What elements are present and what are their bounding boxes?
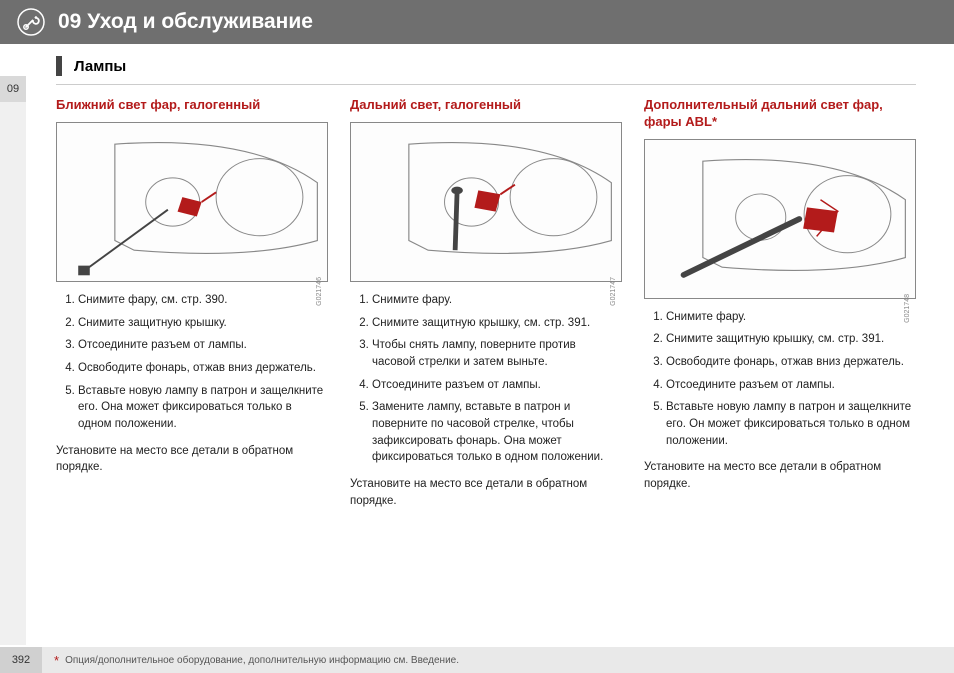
step-item: Вставьте новую лампу в патрон и защелкни… [78, 383, 328, 433]
tail-note: Установите на место все детали в обратно… [350, 476, 622, 509]
tail-note: Установите на место все детали в обратно… [644, 459, 916, 492]
section-rule [56, 84, 916, 85]
section-accent-bar [56, 56, 62, 76]
step-item: Вставьте новую лампу в патрон и защелкни… [666, 399, 916, 449]
chapter-number: 09 [58, 10, 81, 33]
column-aux-beam: Дополнительный дальний свет фар, фары AB… [644, 97, 916, 509]
steps-list: Снимите фару. Снимите защитную крышку, с… [644, 309, 916, 450]
figure-high-beam: G021747 [350, 122, 622, 282]
side-tab-chapter: 09 [0, 76, 26, 102]
step-item: Снимите фару. [666, 309, 916, 326]
figure-aux-beam: G021748 [644, 139, 916, 299]
column-title: Ближний свет фар, галогенный [56, 97, 328, 114]
step-item: Снимите защитную крышку, см. стр. 391. [666, 331, 916, 348]
footnote-text: Опция/дополнительное оборудование, допол… [65, 655, 459, 666]
step-item: Замените лампу, вставьте в патрон и пове… [372, 399, 622, 466]
diagram-high-beam [351, 123, 621, 281]
figure-code: G021746 [316, 277, 323, 306]
content-columns: Ближний свет фар, галогенный G021746 Сни… [56, 97, 916, 509]
step-item: Снимите защитную крышку. [78, 315, 328, 332]
step-item: Освободите фонарь, отжав вниз держатель. [78, 360, 328, 377]
page-footer: 392 * Опция/дополнительное оборудование,… [0, 647, 954, 673]
column-title: Дополнительный дальний свет фар, фары AB… [644, 97, 916, 131]
footnote-star-icon: * [54, 653, 59, 668]
figure-code: G021748 [904, 294, 911, 323]
figure-code: G021747 [610, 277, 617, 306]
step-item: Снимите защитную крышку, см. стр. 391. [372, 315, 622, 332]
chapter-title: 09 Уход и обслуживание [58, 10, 313, 34]
section-title: Лампы [74, 58, 126, 75]
wrench-icon [16, 7, 46, 37]
chapter-name: Уход и обслуживание [87, 10, 313, 33]
step-item: Освободите фонарь, отжав вниз держатель. [666, 354, 916, 371]
steps-list: Снимите фару. Снимите защитную крышку, с… [350, 292, 622, 466]
page-header: 09 Уход и обслуживание [0, 0, 954, 44]
column-title: Дальний свет, галогенный [350, 97, 622, 114]
page-number: 392 [0, 647, 42, 673]
step-item: Отсоедините разъем от лампы. [78, 337, 328, 354]
step-item: Отсоедините разъем от лампы. [666, 377, 916, 394]
diagram-low-beam [57, 123, 327, 281]
tail-note: Установите на место все детали в обратно… [56, 443, 328, 476]
step-item: Снимите фару, см. стр. 390. [78, 292, 328, 309]
steps-list: Снимите фару, см. стр. 390. Снимите защи… [56, 292, 328, 433]
section-heading: Лампы [56, 56, 916, 76]
column-high-beam: Дальний свет, галогенный G021747 Снимите… [350, 97, 622, 509]
step-item: Чтобы снять лампу, поверните против часо… [372, 337, 622, 370]
step-item: Снимите фару. [372, 292, 622, 309]
figure-low-beam: G021746 [56, 122, 328, 282]
step-item: Отсоедините разъем от лампы. [372, 377, 622, 394]
column-low-beam: Ближний свет фар, галогенный G021746 Сни… [56, 97, 328, 509]
side-bar [0, 102, 26, 645]
diagram-aux-beam [645, 140, 915, 298]
